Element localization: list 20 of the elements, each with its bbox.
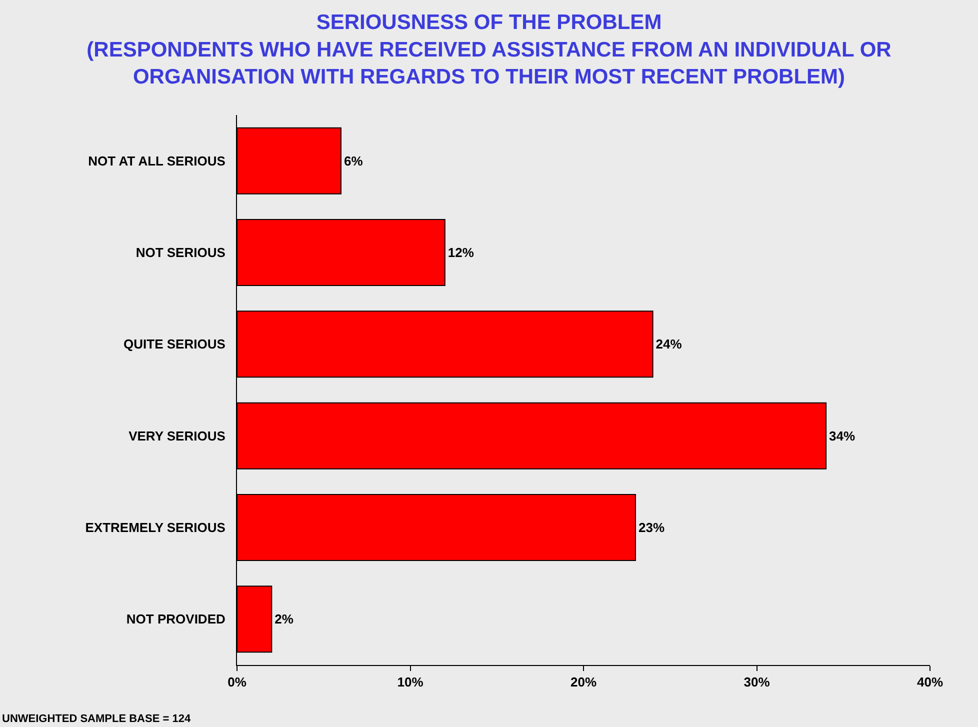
chart-title: SERIOUSNESS OF THE PROBLEM <box>316 11 662 34</box>
y-tick-label: NOT SERIOUS <box>136 245 226 260</box>
x-tick-label: 20% <box>570 674 597 690</box>
data-label: 23% <box>638 520 665 535</box>
data-label: 12% <box>448 245 474 260</box>
data-label: 24% <box>656 336 682 352</box>
y-tick-label: VERY SERIOUS <box>128 428 226 444</box>
y-tick-label: NOT PROVIDED <box>126 612 226 627</box>
x-tick-label: 40% <box>916 674 944 690</box>
data-label: 2% <box>274 612 294 627</box>
data-label: 34% <box>829 428 856 444</box>
x-tick-label: 0% <box>228 674 247 690</box>
y-tick-label: EXTREMELY SERIOUS <box>85 520 226 536</box>
y-tick-label: QUITE SERIOUS <box>124 336 226 352</box>
chart-subtitle: (RESPONDENTS WHO HAVE RECEIVED ASSISTANCE FROM AN INDIVIDUAL OR ORGANISATION WITH REGARDS TO THEIR MOST RECENT PROBLEM) <box>86 38 892 89</box>
x-tick-label: 30% <box>744 674 770 690</box>
x-tick-label: 10% <box>397 674 424 690</box>
data-label: 6% <box>344 153 364 168</box>
y-tick-label: NOT AT ALL SERIOUS <box>88 153 226 168</box>
text: UNWEIGHTED SAMPLE BASE = 124 <box>2 713 192 725</box>
